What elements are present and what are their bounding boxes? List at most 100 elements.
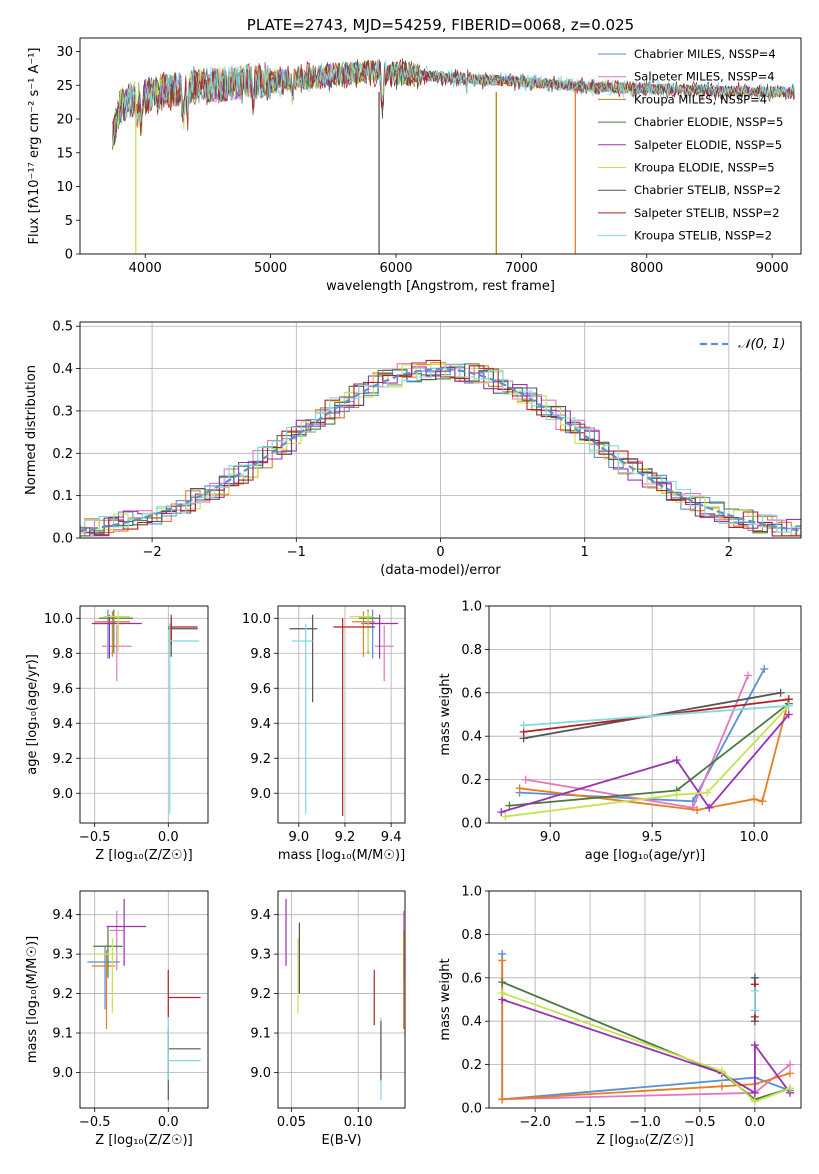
errorbar-point-6: [168, 614, 198, 657]
plus-marker: [750, 1088, 759, 1097]
x-tick-label: 0.05: [277, 1115, 306, 1130]
plus-marker: [688, 803, 697, 812]
spectrum-frame: [79, 37, 802, 255]
mass-weight-series-3: [501, 981, 791, 1101]
x-tick-label: −2: [143, 545, 162, 560]
spectrum-series-6: [112, 58, 796, 145]
x-axis-label: Z [log₁₀(Z/Z☉)]: [95, 1133, 192, 1148]
errorbar-point-4: [365, 614, 399, 659]
plus-marker: [672, 790, 681, 799]
y-tick-label: 0.2: [461, 773, 482, 788]
spectrum-series-7: [112, 59, 796, 150]
x-tick-label: 4000: [129, 261, 162, 276]
errorbar-point-3: [93, 926, 123, 978]
x-tick-label: 9.2: [335, 830, 356, 845]
x-tick-label: 9.0: [288, 830, 309, 845]
plus-marker: [758, 797, 767, 806]
x-tick-label: 9.5: [642, 830, 663, 845]
spectrum-lines: [112, 58, 796, 254]
plus-marker: [750, 795, 759, 804]
x-tick-label: 9.0: [540, 830, 561, 845]
legend-entry-4: Salpeter ELODIE, NSSP=5: [634, 138, 782, 152]
legend-entry-6: Chabrier STELIB, NSSP=2: [634, 183, 781, 197]
errorbar-point-4: [91, 614, 142, 659]
errorbar-points: [87, 898, 201, 1101]
x-tick-label: 10.0: [740, 830, 769, 845]
y-tick-label: 0: [65, 248, 73, 263]
x-tick-label: −1.0: [629, 1115, 661, 1130]
mass-weight-lines: [497, 664, 793, 821]
plus-marker: [717, 1082, 726, 1091]
y-tick-label: 0.4: [461, 1015, 482, 1030]
y-tick-label: 9.0: [52, 1066, 73, 1081]
y-tick-label: 10.0: [242, 612, 271, 627]
x-tick-label: −0.5: [79, 830, 111, 845]
errorbar-point-8: [167, 1017, 201, 1081]
mass-weight-series-5: [505, 705, 790, 818]
y-tick-label: 20: [56, 113, 73, 128]
y-tick-label: 0.4: [52, 362, 73, 377]
y-axis-label: Normed distribution: [24, 365, 39, 495]
plus-marker: [672, 756, 681, 765]
histogram-series-2: [80, 362, 801, 537]
y-tick-label: 9.0: [250, 1066, 271, 1081]
axes-frame-mass-vs-ebv: [277, 890, 406, 1109]
plus-marker: [750, 1006, 759, 1015]
histogram-series-5: [80, 363, 801, 535]
mass-weight-series-4: [500, 713, 790, 813]
y-tick-label: 0.2: [461, 1058, 482, 1073]
plus-marker: [505, 801, 514, 810]
plus-marker: [760, 664, 769, 673]
mass-weight-series-0: [519, 668, 766, 803]
plus-marker: [750, 1097, 759, 1106]
plus-marker: [705, 803, 714, 812]
y-tick-label: 9.4: [52, 908, 73, 923]
x-axis-label: mass [log₁₀(M/M☉)]: [278, 848, 405, 863]
y-tick-label: 0.0: [461, 817, 482, 832]
y-tick-label: 9.6: [52, 682, 73, 697]
y-tick-label: 0.8: [461, 643, 482, 658]
errorbar-point-5: [93, 938, 119, 1014]
mass-weight-lines: [498, 949, 795, 1106]
errorbar-point-2: [91, 950, 116, 1030]
plus-marker: [521, 775, 530, 784]
plus-marker: [784, 701, 793, 710]
legend-entry-3: Chabrier ELODIE, NSSP=5: [634, 115, 783, 129]
y-tick-label: 9.2: [250, 987, 271, 1002]
plus-marker: [515, 784, 524, 793]
plus-marker: [776, 688, 785, 697]
axes-mass-vs-Z: [76, 891, 208, 1112]
y-tick-label: 0.4: [461, 730, 482, 745]
x-tick-label: 2: [725, 545, 733, 560]
x-axis-label: age [log₁₀(age/yr)]: [585, 848, 706, 863]
x-tick-label: 0.10: [344, 1115, 373, 1130]
errorbar-point-6: [167, 1029, 201, 1101]
y-tick-label: 9.8: [52, 647, 73, 662]
histogram-steps: [80, 359, 801, 537]
x-axis-label: Z [log₁₀(Z/Z☉)]: [596, 1133, 693, 1148]
x-tick-label: 9000: [756, 261, 789, 276]
y-tick-label: 0.3: [52, 404, 73, 419]
y-axis-label: mass [log₁₀(M/M☉)]: [25, 936, 40, 1063]
y-tick-label: 9.2: [52, 987, 73, 1002]
y-tick-label: 0.8: [461, 928, 482, 943]
errorbar-point-7: [333, 618, 375, 816]
errorbar-point-8: [168, 623, 200, 815]
y-axis-label: mass weight: [438, 958, 453, 1040]
errorbar-point-6: [289, 614, 318, 703]
errorbar-point-4: [106, 898, 147, 966]
errorbar-points: [91, 609, 200, 815]
y-tick-label: 1.0: [461, 885, 482, 900]
y-tick-label: 5: [65, 214, 73, 229]
plus-marker: [786, 1060, 795, 1069]
errorbar-point-7: [167, 969, 201, 1018]
plus-marker: [498, 956, 507, 965]
x-tick-label: 8000: [630, 261, 663, 276]
x-tick-label: 0.0: [745, 1115, 766, 1130]
y-tick-label: 0.5: [52, 320, 73, 335]
y-tick-label: 0.6: [461, 971, 482, 986]
y-tick-label: 9.4: [250, 908, 271, 923]
plus-marker: [693, 805, 701, 814]
y-tick-label: 9.0: [250, 787, 271, 802]
